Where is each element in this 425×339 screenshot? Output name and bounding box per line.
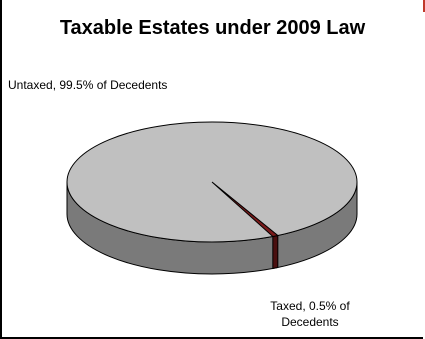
border-accent: [423, 0, 425, 12]
slice-label-taxed: Taxed, 0.5% of Decedents: [270, 299, 350, 329]
slice-taxed-side: [272, 234, 279, 270]
slice-label-untaxed: Untaxed, 99.5% of Decedents: [8, 78, 168, 92]
slice-taxed: [211, 181, 279, 238]
chart-title: Taxable Estates under 2009 Law: [59, 17, 366, 39]
